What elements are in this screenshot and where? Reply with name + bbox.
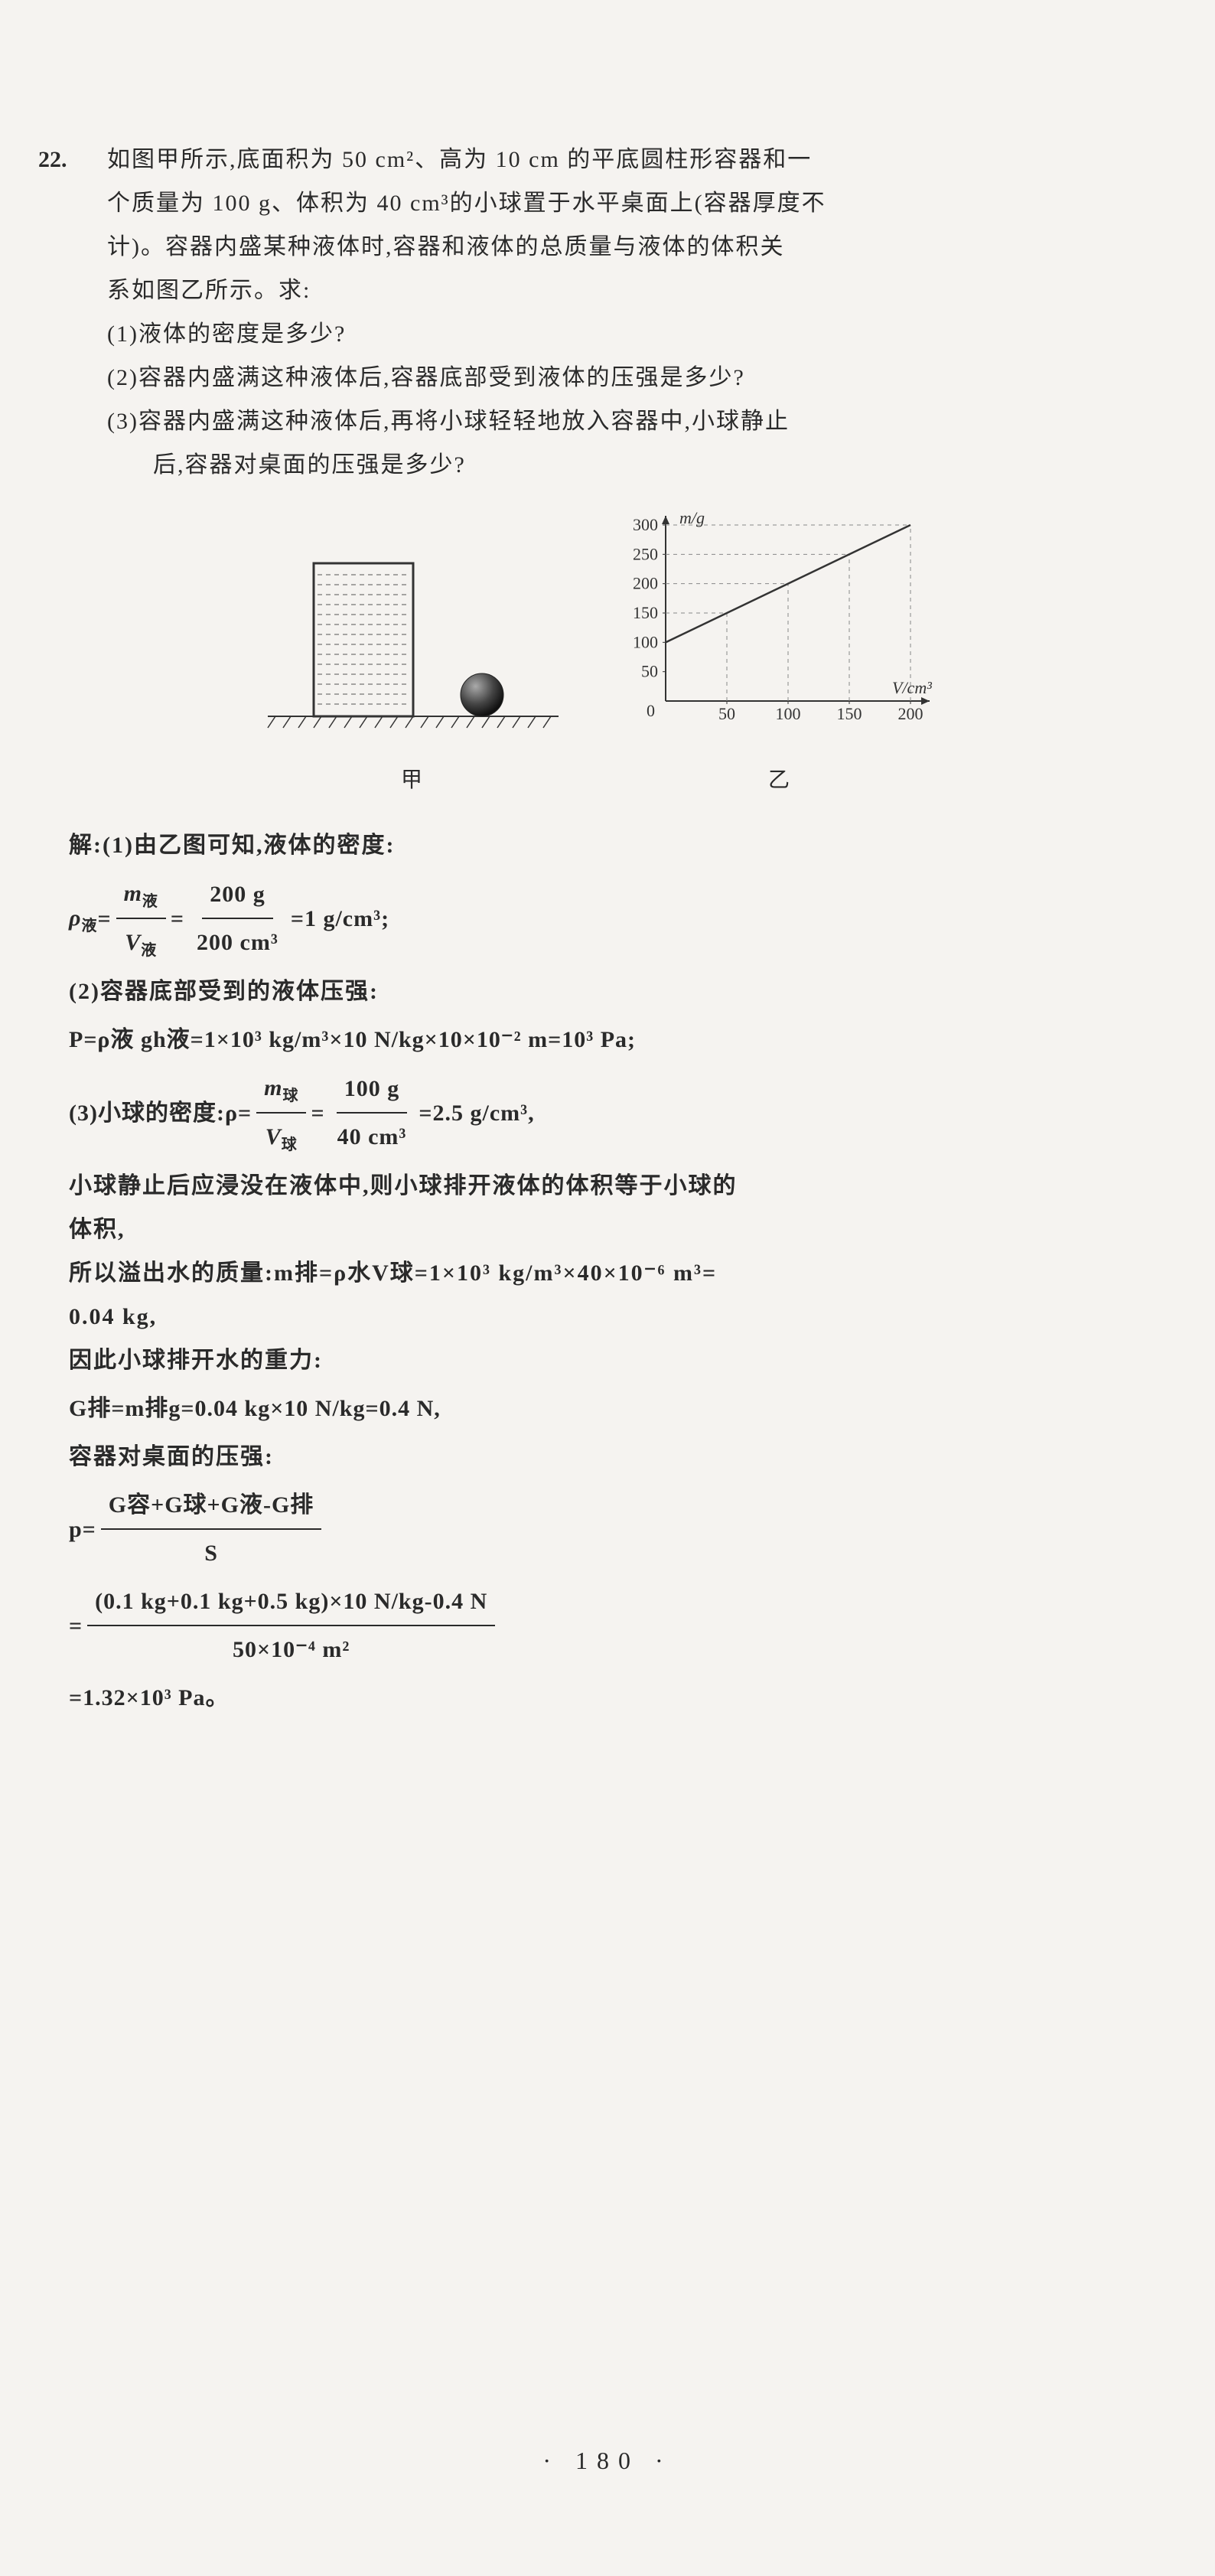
figure-yi: 50 100 150 200 250 300 50 100 150 200 0 m/g V/cm³ 乙 bbox=[604, 502, 956, 801]
problem-line: 如图甲所示,底面积为 50 cm²、高为 10 cm 的平底圆柱形容器和一 bbox=[107, 138, 1155, 181]
svg-text:300: 300 bbox=[633, 515, 658, 534]
page-number: · 180 · bbox=[542, 2437, 672, 2484]
svg-text:150: 150 bbox=[837, 704, 862, 723]
var-rho: ρ液 bbox=[69, 896, 97, 941]
equation: =1.32×10³ Pa。 bbox=[69, 1676, 1155, 1720]
equation: P=ρ液 gh液=1×10³ kg/m³×10 N/kg×10×10⁻² m=1… bbox=[69, 1018, 1155, 1061]
solution-step: 小球静止后应浸没在液体中,则小球排开液体的体积等于小球的 bbox=[69, 1164, 1155, 1208]
svg-text:m/g: m/g bbox=[679, 508, 705, 527]
solution-step: 所以溢出水的质量:m排=ρ水V球=1×10³ kg/m³×40×10⁻⁶ m³= bbox=[69, 1251, 1155, 1295]
equation: ρ液 = m液 V液 = 200 g 200 cm³ =1 g/cm³; bbox=[69, 872, 1155, 965]
var-p: p= bbox=[69, 1508, 96, 1551]
fraction: (0.1 kg+0.1 kg+0.5 kg)×10 N/kg-0.4 N 50×… bbox=[87, 1580, 495, 1671]
figure-jia: 甲 bbox=[245, 540, 581, 801]
problem-line: 系如图乙所示。求: bbox=[107, 269, 1155, 312]
problem-line: 计)。容器内盛某种液体时,容器和液体的总质量与液体的体积关 bbox=[107, 225, 1155, 269]
svg-text:100: 100 bbox=[633, 632, 658, 651]
equals: = bbox=[171, 897, 184, 941]
solution-step: 因此小球排开水的重力: bbox=[69, 1339, 1155, 1382]
result: =2.5 g/cm³, bbox=[419, 1091, 534, 1135]
problem-number: 22. bbox=[38, 138, 67, 181]
solution-step: 体积, bbox=[69, 1208, 1155, 1251]
equation: p= G容+G球+G液-G排 S bbox=[69, 1483, 1155, 1575]
svg-text:50: 50 bbox=[718, 704, 735, 723]
problem-text: 如图甲所示,底面积为 50 cm²、高为 10 cm 的平底圆柱形容器和一 个质… bbox=[107, 138, 1155, 487]
equation: G排=m排g=0.04 kg×10 N/kg=0.4 N, bbox=[69, 1387, 1155, 1430]
solution-block: 解:(1)由乙图可知,液体的密度: ρ液 = m液 V液 = 200 g 200… bbox=[69, 823, 1155, 1720]
equals: = bbox=[311, 1091, 324, 1135]
fraction: m液 V液 bbox=[116, 872, 166, 965]
sub-question-3b: 后,容器对桌面的压强是多少? bbox=[153, 443, 1155, 487]
figures-row: 甲 50 100 150 200 250 300 50 100 150 200 0 m/g V/cm³ … bbox=[46, 502, 1155, 801]
svg-text:250: 250 bbox=[633, 544, 658, 563]
solution-step: 容器对桌面的压强: bbox=[69, 1435, 1155, 1479]
figure1-label: 甲 bbox=[245, 760, 581, 801]
figure2-label: 乙 bbox=[604, 760, 956, 801]
svg-text:0: 0 bbox=[647, 701, 655, 720]
result: =1 g/cm³; bbox=[291, 897, 389, 941]
equals: = bbox=[97, 897, 111, 941]
svg-text:50: 50 bbox=[641, 662, 658, 681]
solution-step: (2)容器底部受到的液体压强: bbox=[69, 970, 1155, 1013]
svg-text:200: 200 bbox=[898, 704, 923, 723]
page-content: 22. 如图甲所示,底面积为 50 cm²、高为 10 cm 的平底圆柱形容器和… bbox=[46, 138, 1155, 1720]
fraction: G容+G球+G液-G排 S bbox=[101, 1483, 322, 1575]
svg-text:100: 100 bbox=[776, 704, 801, 723]
fraction: 200 g 200 cm³ bbox=[189, 872, 286, 964]
svg-text:150: 150 bbox=[633, 603, 658, 622]
sub-question-3a: (3)容器内盛满这种液体后,再将小球轻轻地放入容器中,小球静止 bbox=[107, 399, 1155, 443]
container-ball-icon bbox=[245, 540, 581, 739]
chart-icon: 50 100 150 200 250 300 50 100 150 200 0 m/g V/cm³ bbox=[604, 502, 956, 739]
svg-text:V/cm³: V/cm³ bbox=[892, 678, 932, 697]
solution-step: (3)小球的密度:ρ= m球 V球 = 100 g 40 cm³ =2.5 g/… bbox=[69, 1066, 1155, 1159]
fraction: 100 g 40 cm³ bbox=[330, 1067, 415, 1159]
problem-line: 个质量为 100 g、体积为 40 cm³的小球置于水平桌面上(容器厚度不 bbox=[107, 181, 1155, 225]
solution-step: 0.04 kg, bbox=[69, 1295, 1155, 1339]
svg-text:200: 200 bbox=[633, 574, 658, 593]
fraction: m球 V球 bbox=[256, 1066, 306, 1159]
solution-step: 解:(1)由乙图可知,液体的密度: bbox=[69, 823, 1155, 867]
equation: = (0.1 kg+0.1 kg+0.5 kg)×10 N/kg-0.4 N 5… bbox=[69, 1580, 1155, 1671]
sub-question-2: (2)容器内盛满这种液体后,容器底部受到液体的压强是多少? bbox=[107, 356, 1155, 399]
sub-question-1: (1)液体的密度是多少? bbox=[107, 312, 1155, 356]
equals: = bbox=[69, 1604, 83, 1648]
